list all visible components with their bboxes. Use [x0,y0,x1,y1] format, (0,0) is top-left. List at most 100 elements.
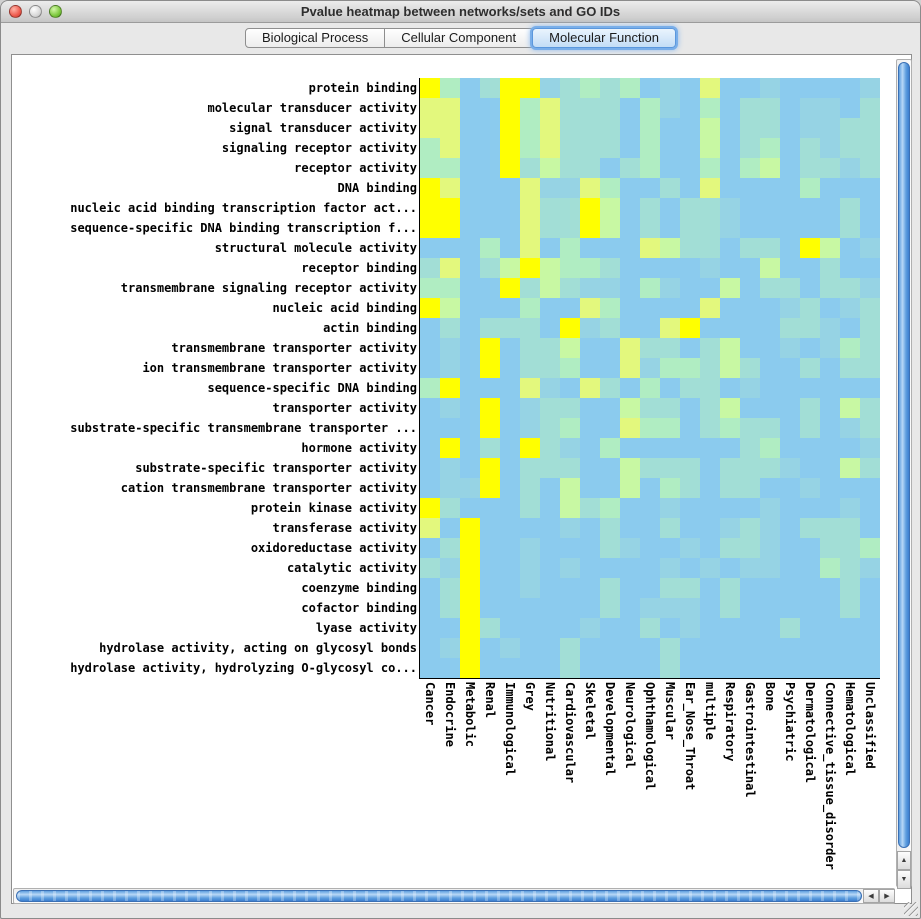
heatmap-cell [520,578,540,598]
heatmap-cell [700,458,720,478]
heatmap-cell [860,598,880,618]
vertical-scrollbar-thumb[interactable] [898,62,910,848]
heatmap-cell [600,478,620,498]
heatmap-cell [580,418,600,438]
tab-biological-process[interactable]: Biological Process [245,28,386,48]
title-bar[interactable]: Pvalue heatmap between networks/sets and… [1,1,920,23]
heatmap-cell [780,138,800,158]
heatmap-cell [860,438,880,458]
heatmap-cell [580,458,600,478]
heatmap-cell [600,298,620,318]
heatmap-cell [680,498,700,518]
heatmap-cell [540,98,560,118]
horizontal-scrollbar-thumb[interactable] [16,890,862,902]
heatmap-cell [680,398,700,418]
heatmap-cell [580,238,600,258]
heatmap-cell [760,158,780,178]
heatmap-cell [460,358,480,378]
heatmap-cell [720,318,740,338]
heatmap-cell [440,178,460,198]
heatmap-cell [800,478,820,498]
heatmap-cell [560,198,580,218]
scroll-down-button[interactable]: ▼ [897,870,911,889]
heatmap-cell [840,478,860,498]
heatmap-cell [680,118,700,138]
heatmap-cell [660,298,680,318]
heatmap-cell [800,358,820,378]
heatmap-cell [580,398,600,418]
scroll-left-button[interactable]: ◀ [863,889,879,903]
heatmap-cell [480,158,500,178]
heatmap-cell [440,638,460,658]
heatmap-cell [520,278,540,298]
heatmap-cell [700,118,720,138]
heatmap-cell [540,338,560,358]
heatmap-cell [660,358,680,378]
heatmap-cell [500,358,520,378]
heatmap-cell [840,98,860,118]
heatmap-cell [860,78,880,98]
heatmap-cell [660,658,680,678]
heatmap-cell [860,218,880,238]
heatmap-cell [820,598,840,618]
heatmap-cell [440,578,460,598]
heatmap-cell [600,398,620,418]
heatmap-cell [540,638,560,658]
heatmap-cell [840,498,860,518]
heatmap-cell [560,558,580,578]
heatmap-cell [800,278,820,298]
heatmap-cell [680,538,700,558]
heatmap-cell [700,158,720,178]
heatmap-cell [520,78,540,98]
zoom-button-icon[interactable] [49,5,62,18]
heatmap-cell [640,478,660,498]
column-label: Gastrointestinal [743,682,757,798]
tab-molecular-function[interactable]: Molecular Function [532,28,676,48]
heatmap-cell [780,438,800,458]
heatmap-cell [460,638,480,658]
heatmap-cell [800,98,820,118]
heatmap-cell [800,218,820,238]
row-label: molecular transducer activity [207,101,417,115]
heatmap-cell [760,318,780,338]
heatmap-cell [500,478,520,498]
scroll-right-button[interactable]: ▶ [879,889,895,903]
heatmap-cell [800,418,820,438]
heatmap-cell [480,378,500,398]
heatmap-cell [800,138,820,158]
heatmap-cell [640,358,660,378]
resize-grip[interactable] [904,902,918,916]
heatmap-cell [480,198,500,218]
heatmap-cell [720,258,740,278]
heatmap-cell [480,318,500,338]
heatmap-cell [860,618,880,638]
heatmap-cell [620,538,640,558]
heatmap-cell [660,78,680,98]
close-button-icon[interactable] [9,5,22,18]
heatmap-cell [700,218,720,238]
heatmap-cell [460,98,480,118]
heatmap-cell [860,278,880,298]
horizontal-scrollbar[interactable]: ◀ ▶ [13,888,895,904]
heatmap-cell [480,218,500,238]
heatmap-cell [660,138,680,158]
column-label: Renal [483,682,497,719]
heatmap-cell [620,378,640,398]
tab-cellular-component[interactable]: Cellular Component [384,28,534,48]
heatmap-cell [420,538,440,558]
vertical-scrollbar[interactable]: ▲ ▼ [896,59,912,889]
heatmap-cell [600,338,620,358]
scroll-up-button[interactable]: ▲ [897,851,911,870]
heatmap-cell [640,138,660,158]
heatmap-cell [480,658,500,678]
heatmap-cell [760,98,780,118]
heatmap-cell [720,498,740,518]
heatmap-cell [500,258,520,278]
heatmap-cell [660,438,680,458]
window-controls [9,5,62,18]
heatmap-cell [680,98,700,118]
heatmap-cell [720,378,740,398]
heatmap-cell [460,118,480,138]
minimize-button-icon[interactable] [29,5,42,18]
heatmap-cell [520,298,540,318]
